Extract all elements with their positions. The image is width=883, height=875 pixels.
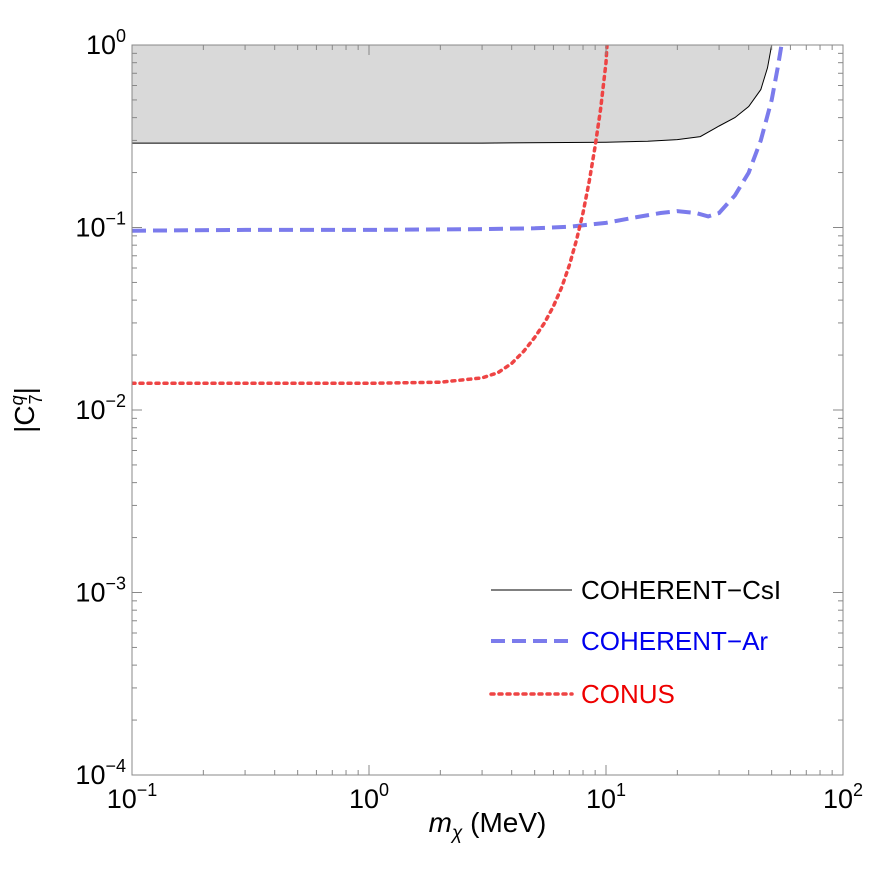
series-line-1 [132, 45, 784, 233]
axis-titles: mχ (MeV) |Cq7| [7, 387, 546, 844]
legend-label-0: COHERENT−CsI [581, 575, 781, 605]
y-tick-label: 10−2 [75, 391, 126, 425]
y-tick-label: 10−3 [75, 574, 126, 608]
x-tick-label: 102 [823, 780, 863, 814]
x-tick-label: 101 [586, 780, 626, 814]
legend-label-2: CONUS [581, 679, 675, 709]
y-tick-label: 10−4 [75, 756, 126, 790]
x-axis-title: mχ (MeV) [429, 807, 547, 844]
y-tick-label: 10−1 [75, 209, 126, 243]
legend-label-1: COHERENT−Ar [581, 626, 768, 656]
plot-area [132, 45, 784, 386]
y-axis-title: |Cq7| [7, 387, 46, 433]
excluded-region-0 [132, 45, 772, 144]
plot-frame [131, 44, 844, 776]
series-line-0 [132, 45, 773, 144]
x-tick-label: 10−1 [107, 780, 158, 814]
y-tick-label: 100 [86, 26, 126, 60]
series-line-2 [132, 45, 609, 386]
axes: 10−1 100 101 102 10−4 10−3 10−2 10−1 100 [75, 26, 863, 814]
x-tick-label: 100 [349, 780, 389, 814]
legend: COHERENT−CsI COHERENT−Ar CONUS [489, 575, 781, 709]
